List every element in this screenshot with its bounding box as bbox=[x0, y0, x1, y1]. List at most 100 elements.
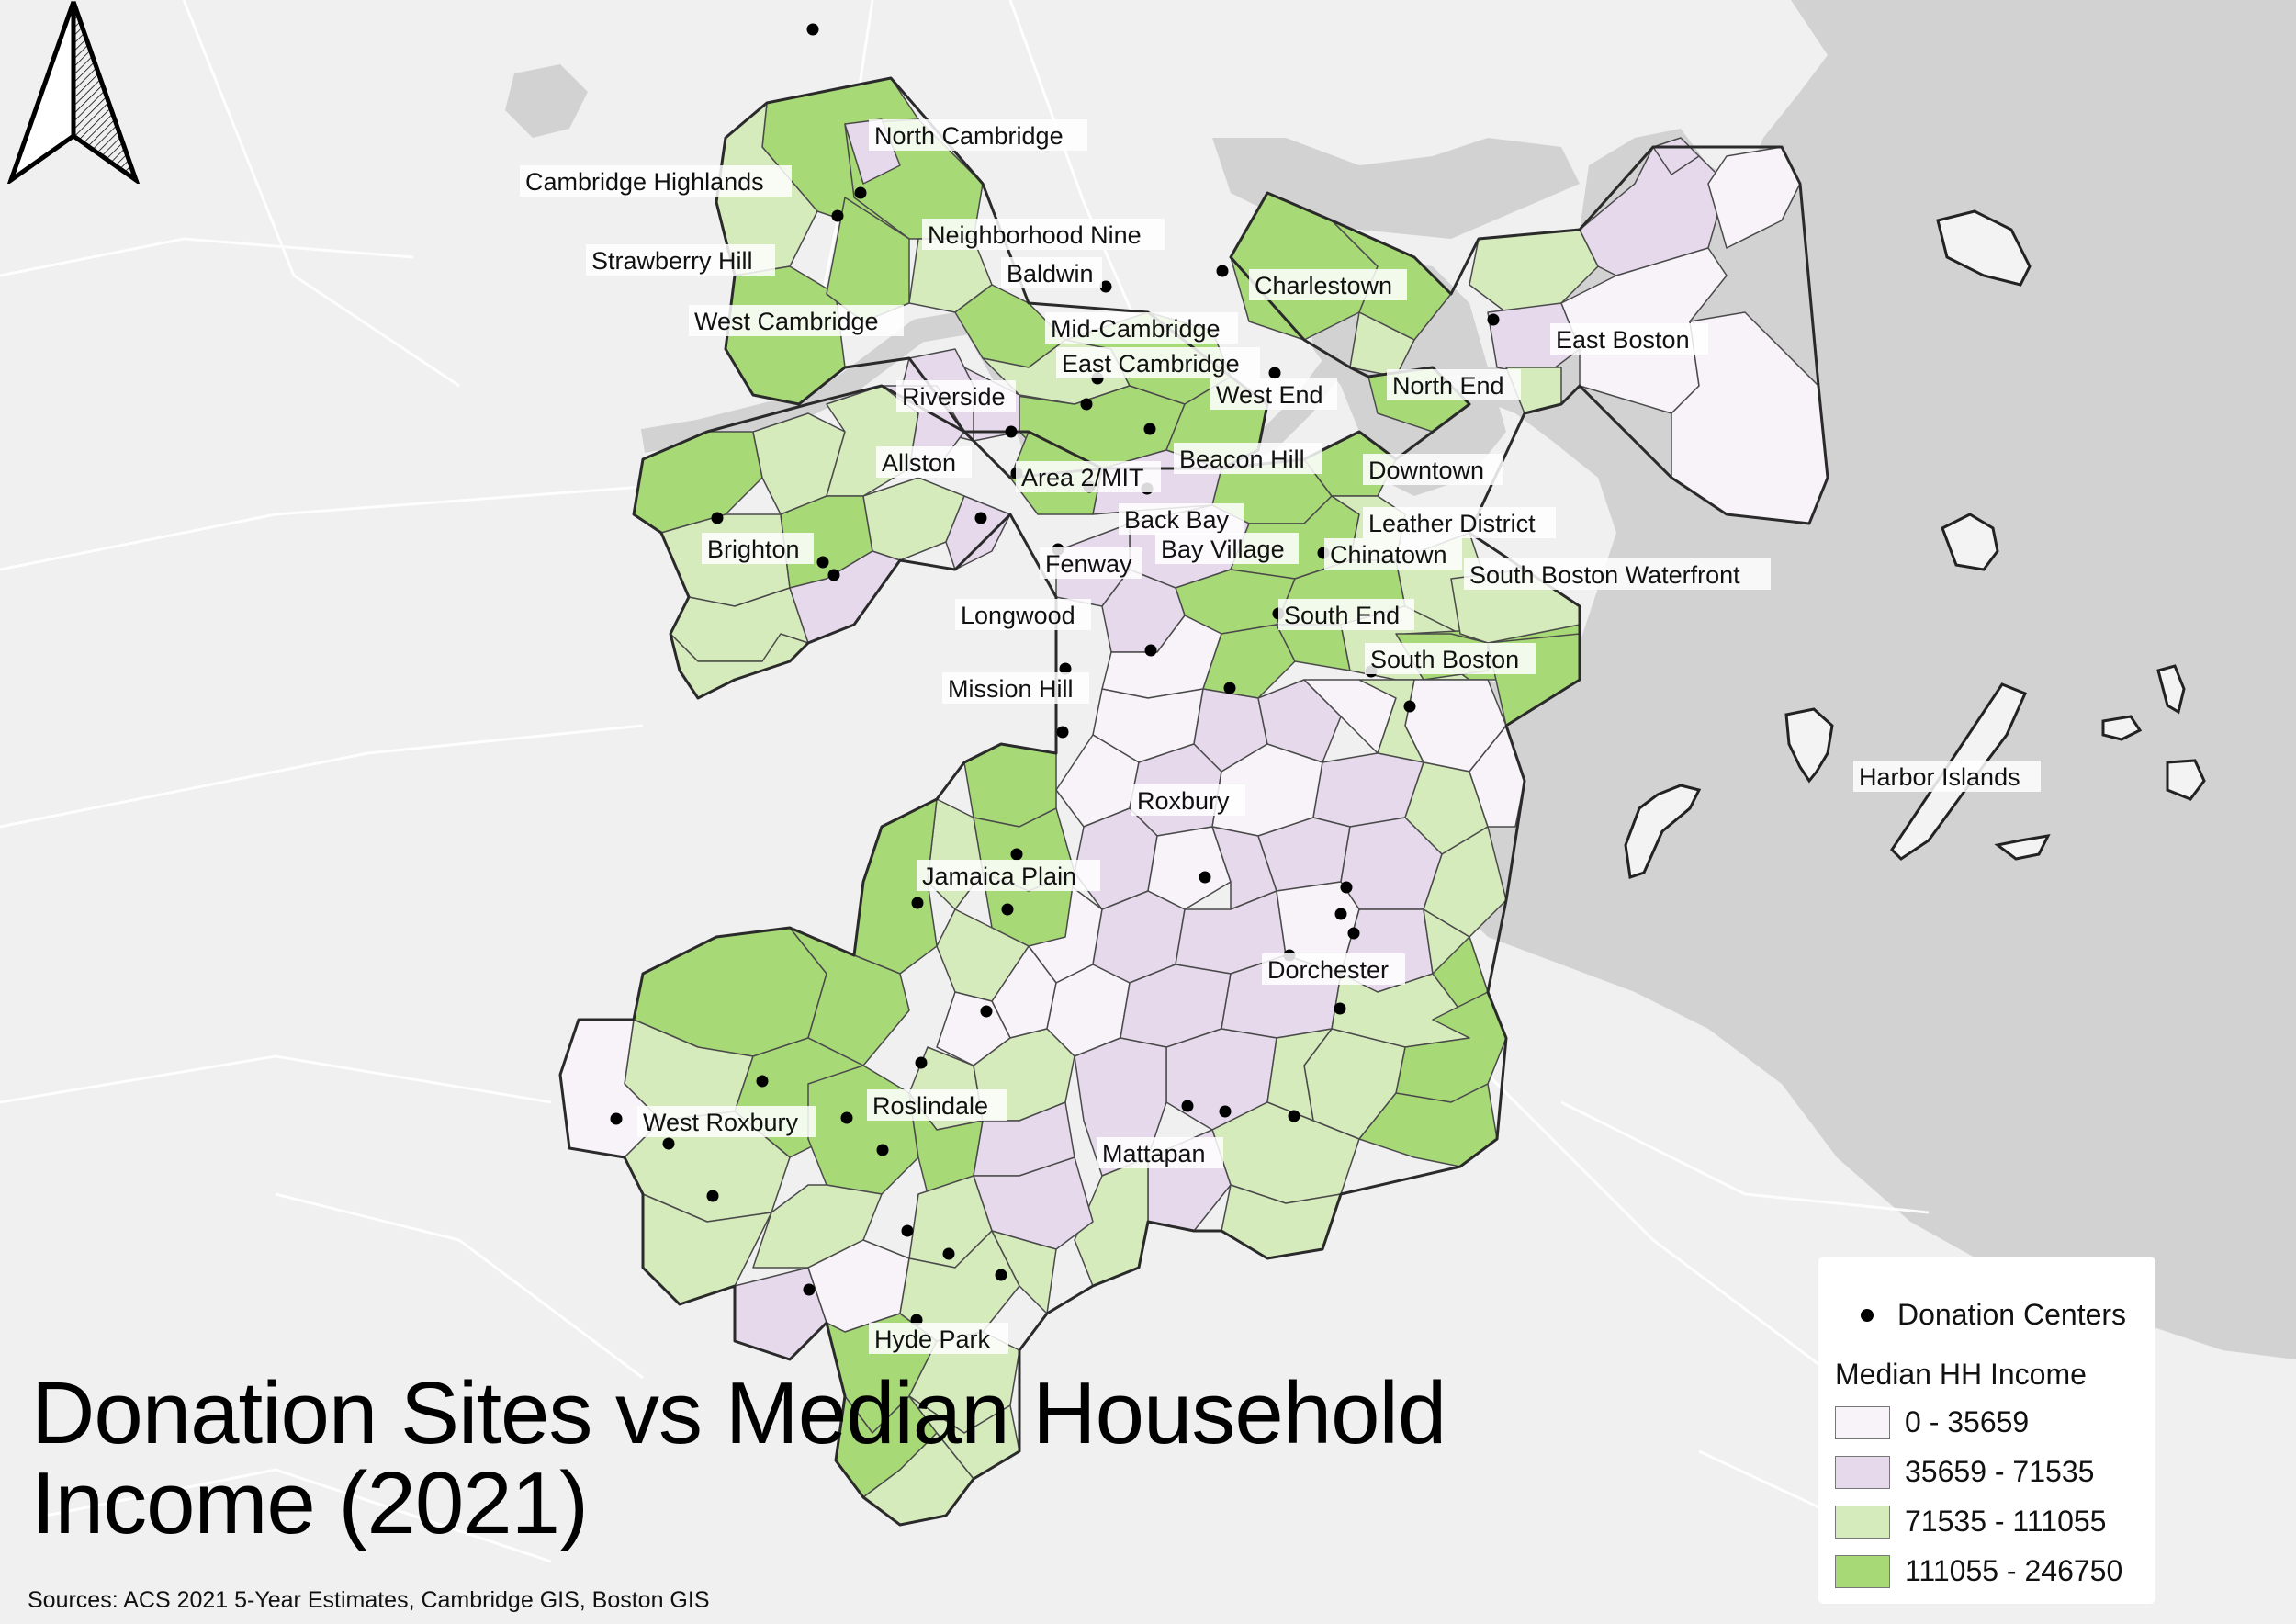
donation-center bbox=[980, 1005, 993, 1018]
svg-text:Riverside: Riverside bbox=[902, 383, 1006, 411]
svg-text:Jamaica Plain: Jamaica Plain bbox=[922, 863, 1076, 890]
svg-text:South Boston: South Boston bbox=[1370, 646, 1519, 673]
tract bbox=[1147, 826, 1232, 910]
label-leather-district: Leather District bbox=[1363, 507, 1556, 538]
label-south-boston-waterfront: South Boston Waterfront bbox=[1464, 558, 1771, 590]
donation-center bbox=[974, 512, 987, 524]
map-title: Donation Sites vs Median Household Incom… bbox=[31, 1369, 1446, 1549]
legend-centers-label: Donation Centers bbox=[1897, 1298, 2127, 1331]
island-georges bbox=[2156, 664, 2186, 715]
svg-text:Charlestown: Charlestown bbox=[1255, 272, 1392, 299]
island-rainsford bbox=[2166, 759, 2206, 801]
label-beacon-hill: Beacon Hill bbox=[1174, 443, 1322, 474]
donation-center bbox=[803, 1283, 816, 1296]
label-charlestown: Charlestown bbox=[1249, 269, 1407, 300]
legend-swatch-0 bbox=[1835, 1405, 1890, 1439]
tract bbox=[1257, 679, 1342, 763]
label-south-end: South End bbox=[1278, 599, 1414, 630]
donation-center bbox=[1001, 903, 1014, 916]
label-west-end: West End bbox=[1210, 378, 1337, 410]
donation-center bbox=[1005, 425, 1018, 438]
label-downtown: Downtown bbox=[1363, 454, 1503, 485]
donation-center bbox=[1143, 423, 1156, 435]
svg-text:South End: South End bbox=[1284, 602, 1400, 629]
neighborhood-labels: North Cambridge Cambridge Highlands Neig… bbox=[520, 119, 2041, 1354]
island-gallops bbox=[2101, 715, 2143, 741]
donation-center bbox=[1080, 398, 1093, 411]
svg-text:South Boston Waterfront: South Boston Waterfront bbox=[1469, 561, 1740, 589]
legend-swatch-1 bbox=[1835, 1455, 1890, 1489]
svg-text:Allston: Allston bbox=[882, 449, 956, 477]
svg-text:Leather District: Leather District bbox=[1368, 510, 1536, 537]
legend-row-centers: Donation Centers bbox=[1835, 1298, 2126, 1332]
svg-text:Downtown: Downtown bbox=[1368, 457, 1484, 484]
donation-center bbox=[1199, 871, 1211, 884]
label-east-boston: East Boston bbox=[1550, 323, 1708, 355]
svg-text:West Cambridge: West Cambridge bbox=[694, 308, 879, 335]
donation-center bbox=[942, 1247, 955, 1260]
label-area-2-mit: Area 2/MIT bbox=[1016, 461, 1161, 492]
harbor-islands bbox=[1624, 209, 2206, 879]
donation-center bbox=[995, 1269, 1007, 1281]
label-east-cambridge: East Cambridge bbox=[1056, 347, 1260, 378]
legend-income-title: Median HH Income bbox=[1835, 1358, 2087, 1391]
label-hyde-park: Hyde Park bbox=[869, 1323, 1008, 1354]
label-harbor-islands: Harbor Islands bbox=[1853, 761, 2041, 792]
legend-row-class-2: 71535 - 111055 bbox=[1835, 1505, 2106, 1539]
island-small bbox=[1994, 834, 2051, 861]
tract bbox=[1266, 1028, 1333, 1122]
label-neighborhood-nine: Neighborhood Nine bbox=[922, 219, 1165, 250]
label-north-cambridge: North Cambridge bbox=[869, 119, 1087, 151]
donation-center bbox=[1223, 682, 1236, 694]
label-mattapan: Mattapan bbox=[1097, 1137, 1223, 1168]
donation-center bbox=[1403, 700, 1416, 713]
legend-class-label: 71535 - 111055 bbox=[1905, 1505, 2107, 1538]
label-cambridge-highlands: Cambridge Highlands bbox=[520, 165, 792, 197]
donation-center bbox=[706, 1190, 719, 1202]
svg-text:Hyde Park: Hyde Park bbox=[874, 1325, 991, 1353]
svg-text:Beacon Hill: Beacon Hill bbox=[1179, 445, 1305, 473]
donation-center bbox=[1334, 908, 1347, 920]
legend-class-label: 0 - 35659 bbox=[1905, 1405, 2030, 1438]
label-west-roxbury: West Roxbury bbox=[637, 1106, 816, 1137]
donation-center bbox=[756, 1075, 769, 1088]
cambridge-boundary bbox=[715, 76, 1269, 479]
donation-center bbox=[662, 1137, 675, 1150]
donation-center bbox=[806, 23, 819, 36]
island-moon bbox=[1936, 209, 2032, 287]
donation-center bbox=[911, 897, 924, 909]
donation-center bbox=[1059, 662, 1072, 675]
island-lovells bbox=[1624, 784, 1702, 879]
label-baldwin: Baldwin bbox=[1001, 257, 1102, 288]
donation-center bbox=[1219, 1105, 1232, 1118]
donation-center bbox=[816, 556, 829, 569]
tract bbox=[807, 1065, 919, 1195]
svg-text:Dorchester: Dorchester bbox=[1267, 956, 1389, 984]
label-fenway: Fenway bbox=[1040, 547, 1142, 579]
donation-center bbox=[1340, 881, 1353, 894]
label-roxbury: Roxbury bbox=[1131, 784, 1245, 816]
label-west-cambridge: West Cambridge bbox=[689, 305, 904, 336]
svg-text:Baldwin: Baldwin bbox=[1007, 260, 1094, 288]
svg-text:Back Bay: Back Bay bbox=[1124, 506, 1230, 534]
donation-center bbox=[876, 1144, 889, 1156]
donation-center bbox=[711, 512, 724, 524]
fresh-pond bbox=[505, 64, 588, 138]
label-allston: Allston bbox=[876, 446, 972, 478]
legend-class-label: 111055 - 246750 bbox=[1905, 1554, 2123, 1587]
label-dorchester: Dorchester bbox=[1262, 953, 1405, 985]
svg-text:East Cambridge: East Cambridge bbox=[1062, 350, 1240, 378]
sources-note: Sources: ACS 2021 5-Year Estimates, Camb… bbox=[28, 1587, 710, 1613]
svg-text:Strawberry Hill: Strawberry Hill bbox=[591, 247, 753, 275]
boston-boundary bbox=[558, 145, 1829, 1527]
label-back-bay: Back Bay bbox=[1119, 503, 1244, 535]
donation-center bbox=[854, 186, 867, 199]
donation-center-marker-icon bbox=[1861, 1308, 1874, 1322]
donation-center bbox=[1216, 265, 1229, 277]
donation-center bbox=[1268, 367, 1281, 379]
donation-center bbox=[1288, 1110, 1300, 1122]
donation-center bbox=[915, 1056, 928, 1069]
donation-center bbox=[1181, 1100, 1194, 1112]
